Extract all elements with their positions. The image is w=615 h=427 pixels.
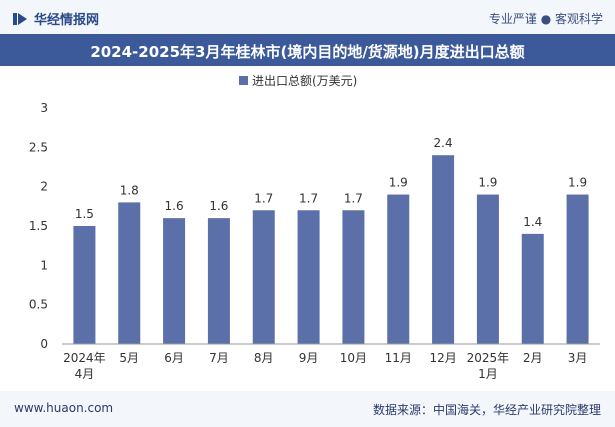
x-tick-label: 2月 — [523, 351, 543, 365]
x-tick-label: 3月 — [568, 351, 588, 365]
legend: 进出口总额(万美元) — [239, 74, 357, 88]
title-bar: 2024-2025年3月年桂林市(境内目的地/货源地)月度进出口总额 — [0, 34, 615, 66]
x-tick-label: 9月 — [299, 351, 319, 365]
x-axis: 2024年 4月 5月 6月 7月 8月 9月 10月 11月 12月 2025年 1月 2月 3月 — [63, 351, 587, 381]
brand-logo-icon — [13, 12, 27, 25]
bar — [118, 202, 141, 344]
bar — [73, 226, 96, 344]
y-tick-label: 0.5 — [29, 298, 48, 312]
footer-bar: www.huaon.com 数据来源：中国海关，华经产业研究院整理 — [0, 391, 615, 427]
chart-title: 2024-2025年3月年桂林市(境内目的地/货源地)月度进出口总额 — [90, 43, 525, 61]
y-tick-label: 0 — [40, 337, 48, 351]
data-label: 2.4 — [434, 136, 453, 150]
tagline: 专业严谨 ● 客观科学 — [488, 12, 603, 26]
bar — [387, 194, 410, 344]
brand-name: 华经情报网 — [34, 13, 100, 28]
bar — [342, 210, 365, 344]
x-tick-label: 4月 — [75, 367, 95, 381]
data-label: 1.8 — [120, 183, 139, 197]
footer-website[interactable]: www.huaon.com — [14, 401, 114, 415]
y-tick-label: 3 — [40, 101, 48, 115]
bar — [297, 210, 320, 344]
bar — [252, 210, 275, 344]
data-label: 1.6 — [209, 199, 228, 213]
y-axis: 0 0.5 1 1.5 2 2.5 3 — [29, 101, 48, 351]
x-tick-label: 10月 — [340, 351, 367, 365]
y-tick-label: 2.5 — [29, 140, 48, 154]
chart-area: 进出口总额(万美元) 0 0.5 1 1.5 2 2.5 3 2024年 4月 5月 6月 7月 8月… — [0, 66, 615, 391]
x-tick-label: 2024年 — [63, 351, 106, 365]
y-tick-label: 2 — [40, 180, 48, 194]
bars — [73, 155, 589, 344]
footer-source: 数据来源：中国海关，华经产业研究院整理 — [372, 403, 601, 417]
data-label: 1.5 — [75, 207, 94, 221]
data-label: 1.7 — [344, 191, 363, 205]
bar — [521, 233, 544, 344]
data-label: 1.7 — [254, 191, 273, 205]
y-tick-label: 1 — [40, 258, 48, 272]
legend-label: 进出口总额(万美元) — [252, 74, 357, 88]
x-tick-label: 7月 — [209, 351, 229, 365]
bar — [207, 218, 230, 344]
data-label: 1.9 — [389, 176, 408, 190]
data-label: 1.4 — [523, 215, 542, 229]
data-label: 1.6 — [165, 199, 184, 213]
x-tick-label: 6月 — [164, 351, 184, 365]
bar — [566, 194, 589, 344]
legend-swatch — [239, 76, 248, 85]
header-bar: 华经情报网 专业严谨 ● 客观科学 — [0, 0, 615, 34]
bar — [476, 194, 499, 344]
data-label: 1.9 — [478, 176, 497, 190]
x-tick-label: 5月 — [119, 351, 139, 365]
bar — [432, 155, 455, 344]
x-tick-label: 1月 — [478, 367, 498, 381]
data-label: 1.9 — [568, 176, 587, 190]
data-labels: 1.5 1.8 1.6 1.6 1.7 1.7 1.7 1.9 2.4 1.9 1.4 1.9 — [75, 136, 587, 229]
y-tick-label: 1.5 — [29, 219, 48, 233]
brand-logo[interactable]: 华经情报网 — [12, 9, 99, 28]
x-tick-label: 8月 — [254, 351, 274, 365]
x-tick-label: 11月 — [385, 351, 412, 365]
bar-chart: 进出口总额(万美元) 0 0.5 1 1.5 2 2.5 3 2024年 4月 5月 6月 7月 8月… — [29, 74, 600, 381]
x-tick-label: 2025年 — [467, 351, 510, 365]
data-label: 1.7 — [299, 191, 318, 205]
x-tick-label: 12月 — [429, 351, 456, 365]
bar — [163, 218, 186, 344]
